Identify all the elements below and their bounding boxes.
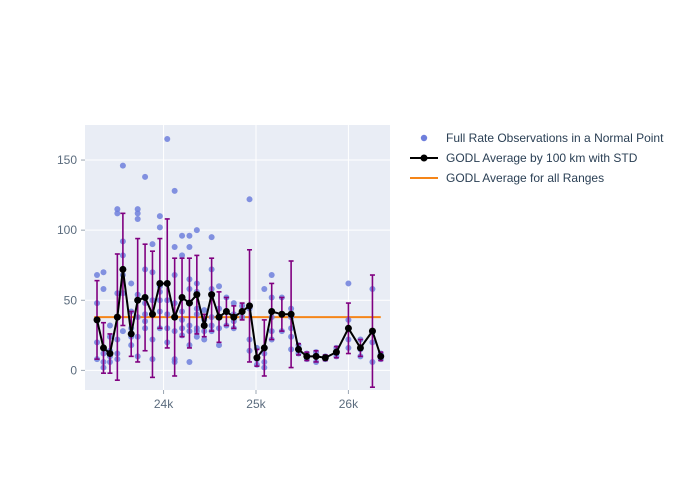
scatter-point	[186, 244, 192, 250]
scatter-point	[94, 272, 100, 278]
legend-item: Full Rate Observations in a Normal Point	[408, 128, 663, 148]
avg-marker	[119, 266, 126, 273]
avg-marker	[278, 311, 285, 318]
scatter-point	[164, 136, 170, 142]
scatter-point	[194, 227, 200, 233]
y-tick-label: 100	[57, 223, 77, 237]
scatter-point	[100, 269, 106, 275]
y-tick-label: 0	[70, 363, 77, 377]
avg-marker	[149, 311, 156, 318]
avg-marker	[357, 344, 364, 351]
avg-marker	[186, 300, 193, 307]
legend-swatch	[408, 168, 440, 188]
avg-marker	[171, 314, 178, 321]
avg-marker	[142, 294, 149, 301]
scatter-point	[114, 206, 120, 212]
avg-marker	[322, 354, 329, 361]
avg-marker	[303, 353, 310, 360]
legend-item: GODL Average by 100 km with STD	[408, 148, 663, 168]
avg-marker	[313, 353, 320, 360]
scatter-point	[247, 196, 253, 202]
avg-marker	[239, 308, 246, 315]
avg-marker	[156, 280, 163, 287]
scatter-point	[179, 233, 185, 239]
scatter-point	[149, 241, 155, 247]
scatter-point	[142, 174, 148, 180]
y-tick-label: 50	[64, 293, 78, 307]
scatter-point	[157, 213, 163, 219]
scatter-point	[261, 286, 267, 292]
avg-marker	[164, 280, 171, 287]
y-tick-label: 150	[57, 153, 77, 167]
avg-marker	[208, 291, 215, 298]
avg-marker	[223, 308, 230, 315]
scatter-point	[135, 206, 141, 212]
x-tick-label: 26k	[339, 397, 359, 411]
scatter-chart: 24k 25k 26k 0 50 100 150	[0, 0, 700, 500]
x-tick-label: 24k	[154, 397, 174, 411]
scatter-point	[128, 280, 134, 286]
avg-marker	[253, 354, 260, 361]
avg-marker	[94, 316, 101, 323]
scatter-point	[269, 272, 275, 278]
scatter-point	[120, 163, 126, 169]
avg-marker	[268, 308, 275, 315]
avg-marker	[216, 314, 223, 321]
avg-marker	[288, 311, 295, 318]
x-tick-label: 25k	[246, 397, 266, 411]
legend-label: Full Rate Observations in a Normal Point	[446, 129, 663, 147]
avg-marker	[369, 328, 376, 335]
scatter-point	[135, 216, 141, 222]
scatter-point	[186, 233, 192, 239]
scatter-point	[157, 224, 163, 230]
scatter-point	[201, 307, 207, 313]
scatter-point	[107, 323, 113, 329]
scatter-point	[216, 283, 222, 289]
avg-marker	[230, 314, 237, 321]
scatter-point	[186, 359, 192, 365]
chart-container: 24k 25k 26k 0 50 100 150 Full Rate Observation…	[0, 0, 700, 500]
avg-marker	[333, 349, 340, 356]
scatter-point	[120, 328, 126, 334]
avg-marker	[345, 325, 352, 332]
legend-swatch	[408, 128, 440, 148]
avg-marker	[377, 353, 384, 360]
avg-marker	[246, 302, 253, 309]
avg-marker	[295, 346, 302, 353]
avg-marker	[179, 294, 186, 301]
avg-marker	[100, 344, 107, 351]
legend: Full Rate Observations in a Normal Point…	[408, 128, 663, 188]
scatter-point	[345, 280, 351, 286]
avg-marker	[261, 344, 268, 351]
scatter-point	[209, 234, 215, 240]
scatter-point	[100, 286, 106, 292]
legend-swatch	[408, 148, 440, 168]
scatter-point	[172, 244, 178, 250]
avg-marker	[114, 314, 121, 321]
avg-marker	[128, 330, 135, 337]
avg-marker	[193, 291, 200, 298]
legend-label: GODL Average for all Ranges	[446, 169, 604, 187]
scatter-point	[172, 188, 178, 194]
avg-marker	[134, 297, 141, 304]
avg-marker	[106, 350, 113, 357]
avg-marker	[201, 322, 208, 329]
legend-label: GODL Average by 100 km with STD	[446, 149, 637, 167]
legend-item: GODL Average for all Ranges	[408, 168, 663, 188]
